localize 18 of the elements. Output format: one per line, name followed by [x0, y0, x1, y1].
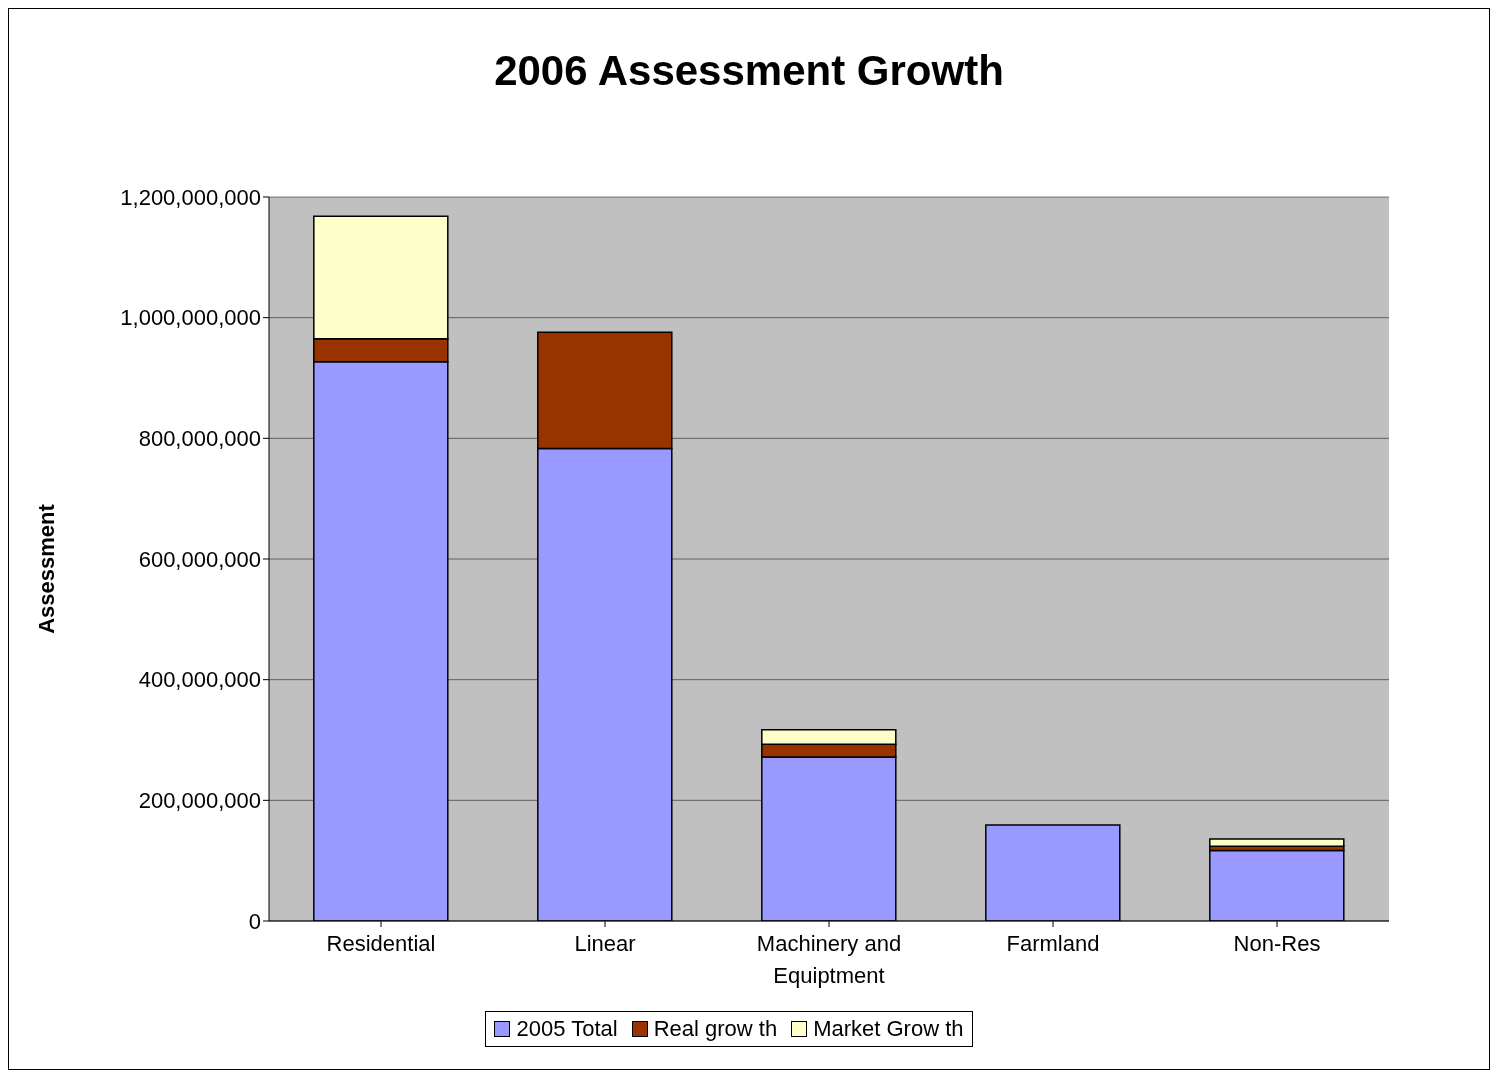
bar: [1209, 838, 1345, 847]
legend-label: 2005 Total: [515, 1016, 618, 1042]
x-tick-label: Farmland: [1006, 931, 1100, 956]
chart-title: 2006 Assessment Growth: [493, 46, 1005, 96]
x-tick-label: Linear: [574, 931, 636, 956]
y-tick-label: 200,000,000: [138, 788, 261, 814]
x-tick-label: Machinery and Equiptment: [756, 931, 902, 988]
y-tick-label: 1,200,000,000: [120, 184, 261, 210]
legend-label: Market Grow th: [812, 1016, 964, 1042]
legend-label: Real grow th: [652, 1016, 778, 1042]
y-tick-label: 800,000,000: [138, 426, 261, 452]
y-tick-label: 0: [248, 908, 261, 934]
x-tick-label: Residential: [326, 931, 436, 956]
y-tick-label: 400,000,000: [138, 667, 261, 693]
y-axis-title: Assessment: [34, 504, 60, 634]
y-tick-label: 600,000,000: [138, 546, 261, 572]
y-tick-label: 1,000,000,000: [120, 305, 261, 331]
x-tick-label: Non-Res: [1233, 931, 1321, 956]
